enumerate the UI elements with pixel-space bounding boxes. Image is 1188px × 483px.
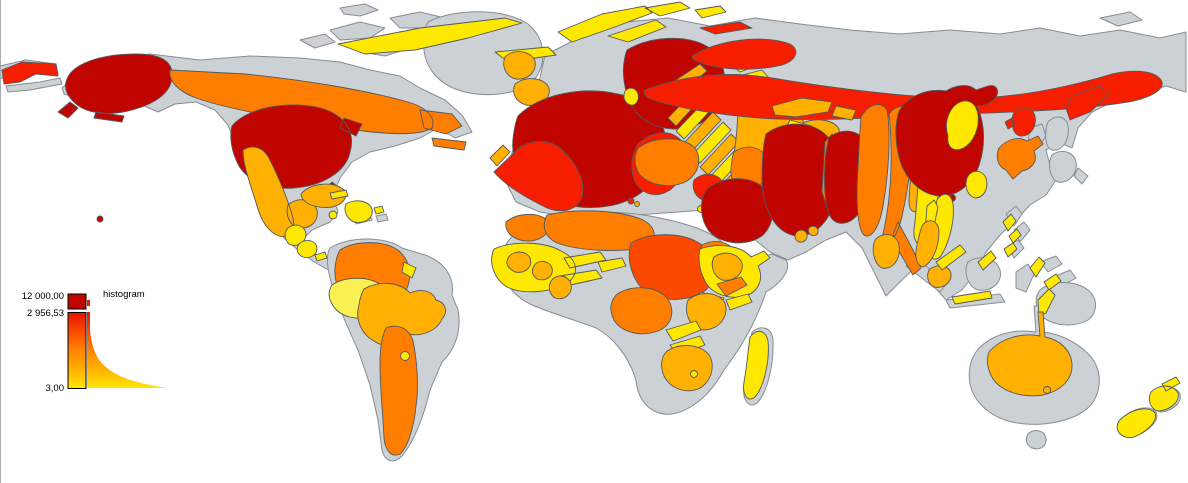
region-taiwan[interactable] xyxy=(965,170,988,199)
region-alaska[interactable] xyxy=(57,53,173,123)
region-bahamas[interactable] xyxy=(329,189,349,200)
region-australia[interactable] xyxy=(986,311,1073,397)
region-hispaniola[interactable] xyxy=(344,200,385,223)
region-nigeria[interactable] xyxy=(610,287,673,335)
region-cuba[interactable] xyxy=(300,183,347,208)
region-gulf-states[interactable] xyxy=(794,225,819,243)
legend-histogram-tick xyxy=(87,300,90,306)
region-spain[interactable] xyxy=(493,141,584,212)
region-indonesia[interactable] xyxy=(935,244,1062,305)
region-japan[interactable] xyxy=(996,135,1044,180)
base-southeast-asia-islands[interactable] xyxy=(905,255,1077,309)
legend: 12 000,00 2 956,53 3,00 histogram xyxy=(22,289,167,394)
region-turkey[interactable] xyxy=(634,138,700,186)
region-iceland-streak[interactable] xyxy=(337,17,557,63)
region-kazakhstan[interactable] xyxy=(771,97,857,121)
region-ghana[interactable] xyxy=(548,275,572,300)
region-scandinavia-strips[interactable] xyxy=(557,1,727,43)
region-brazil[interactable] xyxy=(357,282,446,346)
region-senegal[interactable] xyxy=(506,251,553,281)
region-malta-2[interactable] xyxy=(634,201,640,207)
legend-histogram-shape xyxy=(87,312,167,388)
region-thailand[interactable] xyxy=(915,220,940,268)
base-tasmania[interactable] xyxy=(1025,430,1047,450)
region-sri-lanka[interactable] xyxy=(872,234,900,269)
region-philippines[interactable] xyxy=(1002,213,1022,258)
legend-tick-mid: 2 956,53 xyxy=(27,308,64,319)
legend-tick-min: 3,00 xyxy=(46,383,65,394)
region-portugal[interactable] xyxy=(489,144,511,167)
region-madagascar[interactable] xyxy=(743,330,769,400)
legend-title: histogram xyxy=(103,289,145,300)
region-chukotka[interactable] xyxy=(1,61,59,85)
region-act[interactable] xyxy=(1043,386,1051,394)
region-saudi-arabia[interactable] xyxy=(701,178,774,244)
legend-swatch-top xyxy=(67,293,87,310)
legend-tick-max: 12 000,00 xyxy=(22,291,64,302)
region-denmark[interactable] xyxy=(623,87,639,106)
region-new-zealand[interactable] xyxy=(1116,376,1181,439)
legend-gradient-bar xyxy=(67,312,87,389)
region-costa-rica[interactable] xyxy=(296,240,328,262)
region-iceland[interactable] xyxy=(503,51,536,80)
region-guyana[interactable] xyxy=(401,261,417,279)
region-jamaica[interactable] xyxy=(328,210,338,220)
region-kenya[interactable] xyxy=(716,276,748,297)
region-paraguay[interactable] xyxy=(400,351,410,361)
region-malta[interactable] xyxy=(627,197,635,205)
region-korea[interactable] xyxy=(1004,107,1036,137)
region-south-africa[interactable] xyxy=(661,345,713,392)
region-lesotho[interactable] xyxy=(690,370,698,378)
region-mongolia[interactable] xyxy=(946,100,979,151)
region-russia[interactable] xyxy=(643,21,1163,120)
base-japan[interactable] xyxy=(1045,116,1089,185)
region-ethiopia[interactable] xyxy=(711,252,743,281)
region-hawaii[interactable] xyxy=(96,215,104,223)
region-kamchatka[interactable] xyxy=(1065,85,1111,121)
cartogram-regions xyxy=(1,1,1181,456)
region-egypt[interactable] xyxy=(628,234,715,300)
